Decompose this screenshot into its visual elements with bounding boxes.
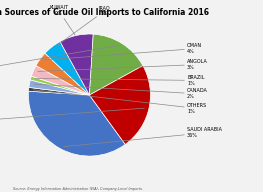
Text: ANGOLA
3%: ANGOLA 3% <box>38 59 208 71</box>
Text: SAUDI ARABIA
36%: SAUDI ARABIA 36% <box>64 127 222 147</box>
Text: KUWAIT
9%: KUWAIT 9% <box>49 5 75 35</box>
Wedge shape <box>45 42 89 95</box>
Wedge shape <box>29 80 89 95</box>
Text: ECUADOR
23%: ECUADOR 23% <box>0 108 144 126</box>
Text: CANADA
2%: CANADA 2% <box>34 84 208 99</box>
Text: COLOMBIA
16%: COLOMBIA 16% <box>0 46 118 75</box>
Wedge shape <box>30 76 89 95</box>
Wedge shape <box>89 66 150 144</box>
Title: Foreign Sources of Crude Oil Imports to California 2016: Foreign Sources of Crude Oil Imports to … <box>0 8 209 17</box>
Wedge shape <box>89 34 143 95</box>
Wedge shape <box>60 34 93 95</box>
Text: OMAN
4%: OMAN 4% <box>44 43 202 60</box>
Text: OTHERS
1%: OTHERS 1% <box>33 90 207 114</box>
Text: Source: Energy Information Administration (EIA), Company-Level Imports.: Source: Energy Information Administratio… <box>13 187 143 191</box>
Wedge shape <box>28 91 125 156</box>
Text: IRAQ
5%: IRAQ 5% <box>55 5 110 47</box>
Text: BRAZIL
1%: BRAZIL 1% <box>35 75 205 86</box>
Wedge shape <box>36 53 89 95</box>
Wedge shape <box>31 66 89 95</box>
Wedge shape <box>28 87 89 95</box>
